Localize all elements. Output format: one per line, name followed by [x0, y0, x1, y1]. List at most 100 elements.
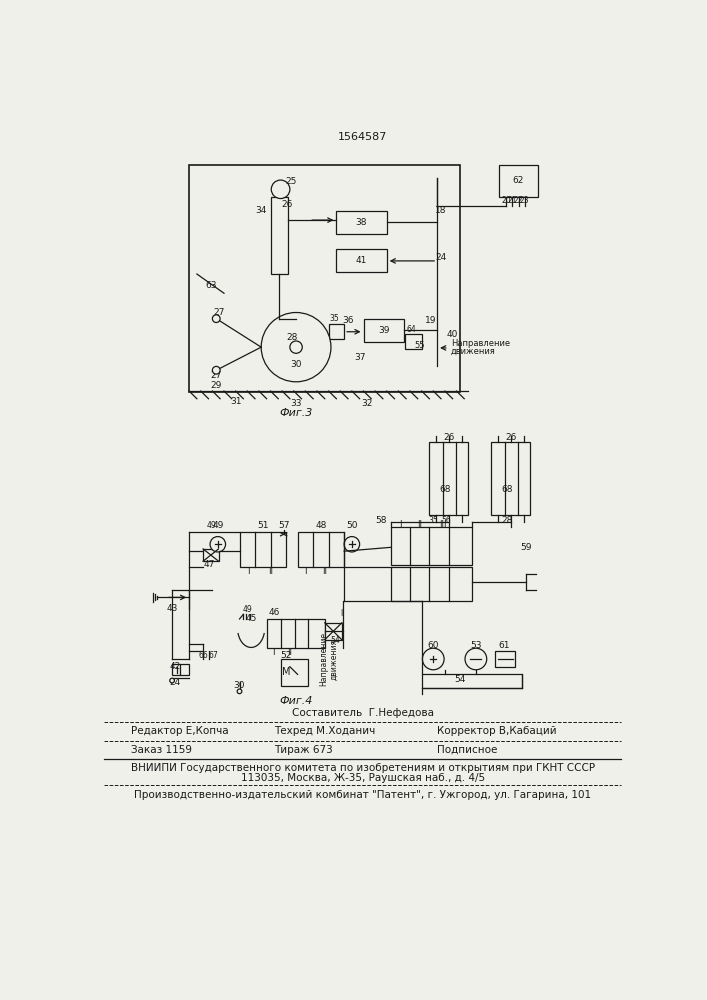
Circle shape	[237, 689, 242, 694]
Text: 21: 21	[508, 196, 517, 205]
Text: 30: 30	[291, 360, 302, 369]
Text: 68: 68	[439, 485, 450, 494]
Text: Фиг.3: Фиг.3	[279, 408, 312, 418]
Text: Направление: Направление	[451, 339, 510, 348]
Text: 31: 31	[230, 397, 241, 406]
Text: ВНИИПИ Государственного комитета по изобретениям и открытиям при ГКНТ СССР: ВНИИПИ Государственного комитета по изоб…	[131, 763, 595, 773]
Text: 36: 36	[342, 316, 354, 325]
Text: 67: 67	[209, 651, 218, 660]
Bar	[391, 567, 472, 601]
Bar	[337, 211, 387, 234]
Bar	[495, 651, 515, 667]
Bar	[421, 674, 522, 688]
Circle shape	[212, 366, 220, 374]
Text: I: I	[304, 567, 307, 576]
Bar	[363, 319, 404, 342]
Text: 54: 54	[455, 675, 466, 684]
Text: 68: 68	[501, 485, 513, 494]
Text: II: II	[417, 520, 422, 529]
Bar	[391, 527, 472, 565]
Text: M: M	[282, 667, 291, 677]
Text: 35: 35	[329, 314, 339, 323]
Text: I: I	[247, 567, 250, 576]
Bar	[271, 197, 288, 274]
Text: II: II	[340, 609, 345, 618]
Bar	[404, 334, 421, 349]
Text: 30: 30	[234, 681, 245, 690]
Text: 53: 53	[470, 641, 481, 650]
Text: 28: 28	[501, 516, 513, 525]
Circle shape	[290, 341, 303, 353]
Text: 45: 45	[245, 614, 257, 623]
Text: 52: 52	[281, 651, 292, 660]
Text: 63: 63	[205, 281, 216, 290]
Circle shape	[210, 537, 226, 552]
Bar	[325, 623, 341, 640]
Text: 57: 57	[279, 521, 290, 530]
Text: 26: 26	[281, 200, 293, 209]
Bar	[329, 324, 344, 339]
Text: Составитель  Г.Нефедова: Составитель Г.Нефедова	[292, 708, 433, 718]
Bar	[281, 659, 308, 686]
Text: 58: 58	[375, 516, 387, 525]
Text: 49: 49	[212, 521, 223, 530]
Text: I: I	[272, 648, 275, 657]
Text: 64: 64	[407, 325, 416, 334]
Text: движения: движения	[451, 347, 496, 356]
Text: 49: 49	[206, 521, 216, 530]
Text: 48: 48	[315, 521, 327, 530]
Text: 62: 62	[513, 176, 524, 185]
Text: Фиг.4: Фиг.4	[279, 696, 312, 706]
Bar	[298, 532, 344, 567]
Text: Заказ 1159: Заказ 1159	[131, 745, 192, 755]
Bar	[267, 619, 325, 648]
Text: 23: 23	[520, 196, 530, 205]
Text: 39: 39	[378, 326, 390, 335]
Text: 40: 40	[446, 330, 458, 339]
Bar	[240, 532, 286, 567]
Text: 61: 61	[499, 641, 510, 650]
Text: Техред М.Ходанич: Техред М.Ходанич	[274, 726, 375, 736]
Text: 1564587: 1564587	[338, 132, 387, 142]
Text: 19: 19	[425, 316, 437, 325]
Text: II: II	[268, 567, 273, 576]
Text: Редактор Е,Копча: Редактор Е,Копча	[131, 726, 228, 736]
Circle shape	[465, 648, 486, 670]
Text: Подписное: Подписное	[437, 745, 498, 755]
Text: I: I	[399, 520, 401, 529]
Text: 26: 26	[443, 433, 455, 442]
Circle shape	[170, 678, 175, 683]
Text: II: II	[287, 648, 293, 657]
Text: 50: 50	[346, 521, 358, 530]
Bar	[429, 442, 468, 515]
Bar	[337, 249, 387, 272]
Text: 28: 28	[286, 333, 298, 342]
Text: 37: 37	[354, 353, 366, 362]
Circle shape	[261, 312, 331, 382]
Text: 42: 42	[170, 662, 181, 671]
Text: 43: 43	[166, 604, 177, 613]
Text: 32: 32	[362, 399, 373, 408]
Text: 33: 33	[291, 399, 302, 408]
Text: 49: 49	[243, 605, 252, 614]
Circle shape	[271, 180, 290, 199]
Text: 55: 55	[415, 341, 426, 350]
Text: 27: 27	[213, 308, 224, 317]
Text: 60: 60	[428, 641, 439, 650]
Text: 26: 26	[505, 433, 516, 442]
Text: 54: 54	[330, 636, 339, 645]
Text: 66: 66	[198, 651, 208, 660]
Text: Корректор В,Кабаций: Корректор В,Кабаций	[437, 726, 556, 736]
Bar	[499, 165, 538, 197]
Bar	[189, 165, 460, 392]
Text: III: III	[438, 520, 446, 529]
Text: 29: 29	[211, 381, 222, 390]
Text: 113035, Москва, Ж-35, Раушская наб., д. 4/5: 113035, Москва, Ж-35, Раушская наб., д. …	[240, 773, 485, 783]
Bar	[491, 442, 530, 515]
Text: 18: 18	[436, 206, 447, 215]
Text: 22: 22	[514, 196, 523, 205]
Text: 46: 46	[269, 608, 280, 617]
Text: 35: 35	[428, 516, 438, 525]
Text: 51: 51	[257, 521, 269, 530]
Circle shape	[344, 537, 360, 552]
